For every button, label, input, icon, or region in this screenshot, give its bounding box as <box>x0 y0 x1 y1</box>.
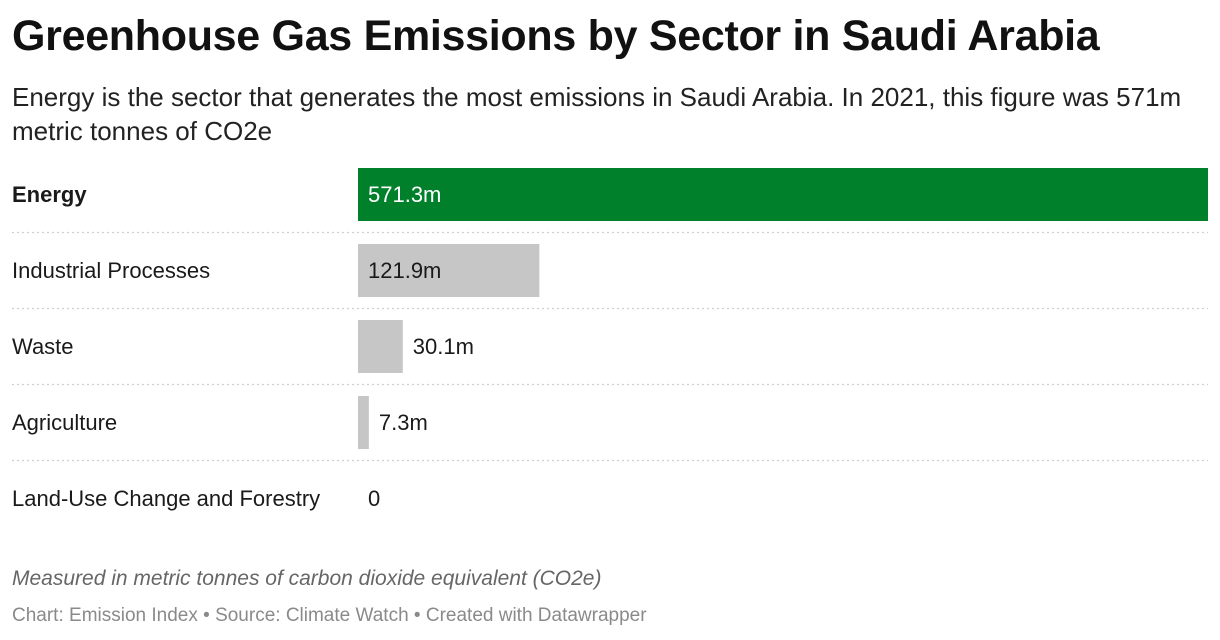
value-label-agriculture: 7.3m <box>379 410 428 435</box>
value-label-waste: 30.1m <box>413 334 474 359</box>
category-label-industrial-processes: Industrial Processes <box>12 258 210 283</box>
chart-notes: Measured in metric tonnes of carbon diox… <box>12 567 602 590</box>
category-label-waste: Waste <box>12 334 74 359</box>
bar-agriculture <box>358 396 369 449</box>
category-label-land-use-change-and-forestry: Land-Use Change and Forestry <box>12 486 320 511</box>
bar-energy <box>358 168 1208 221</box>
value-label-energy: 571.3m <box>368 182 441 207</box>
chart-title: Greenhouse Gas Emissions by Sector in Sa… <box>12 12 1100 60</box>
category-label-agriculture: Agriculture <box>12 410 117 435</box>
bar-industrial-processes <box>358 244 540 297</box>
chart-footer: Chart: Emission Index • Source: Climate … <box>12 605 647 626</box>
bar-chart: Energy 571.3m Industrial Processes 121.9m Wa… <box>12 168 1208 511</box>
value-label-industrial-processes: 121.9m <box>368 258 441 283</box>
category-label-energy: Energy <box>12 182 87 207</box>
value-label-land-use-change-and-forestry: 0 <box>368 486 380 511</box>
bar-waste <box>358 320 403 373</box>
chart-subtitle: Energy is the sector that generates the … <box>12 82 1182 146</box>
